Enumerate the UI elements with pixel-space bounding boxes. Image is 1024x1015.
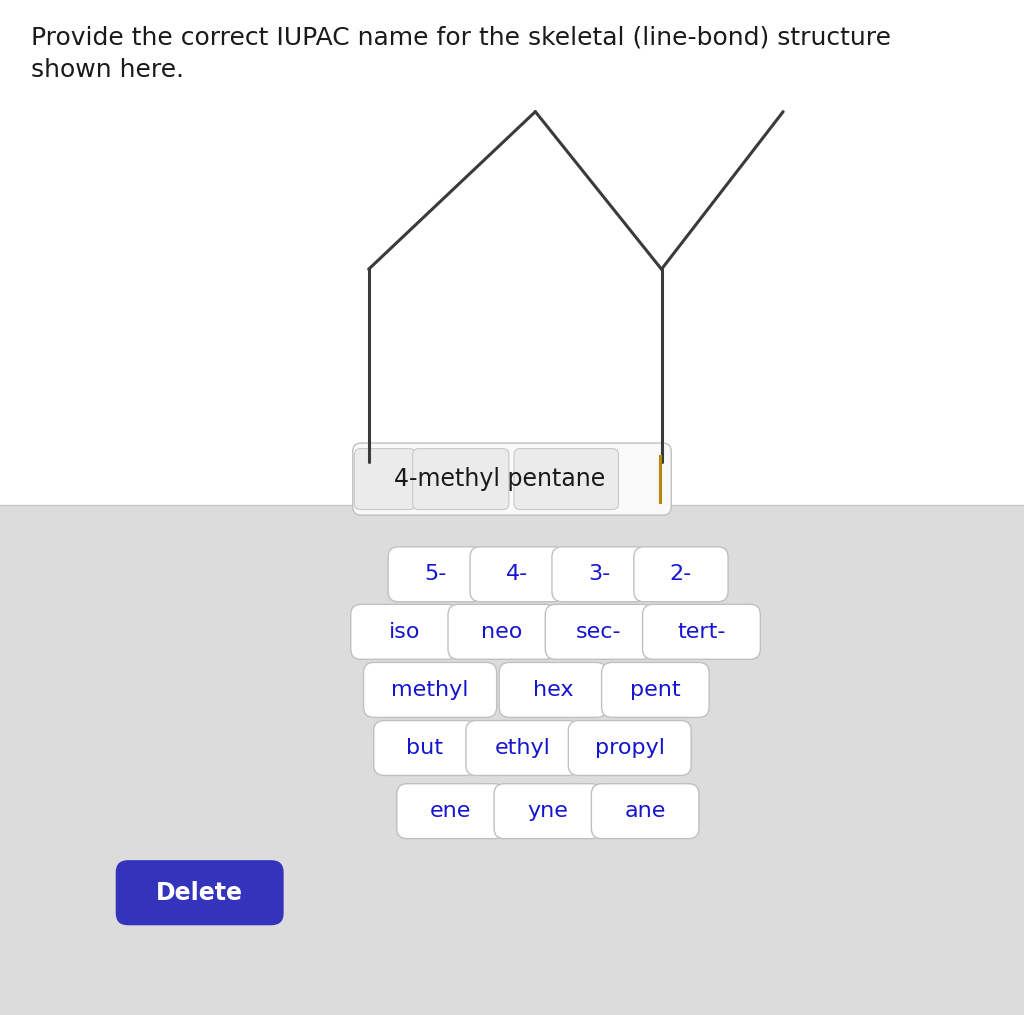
Text: neo: neo <box>481 622 522 641</box>
Text: sec-: sec- <box>577 622 622 641</box>
FancyBboxPatch shape <box>568 721 691 775</box>
FancyBboxPatch shape <box>449 604 555 660</box>
Text: ene: ene <box>430 801 471 821</box>
Text: 4-: 4- <box>506 564 528 585</box>
Text: ane: ane <box>625 801 666 821</box>
Text: 3-: 3- <box>588 564 610 585</box>
FancyBboxPatch shape <box>552 547 646 602</box>
Text: tert-: tert- <box>677 622 726 641</box>
FancyBboxPatch shape <box>388 547 482 602</box>
FancyBboxPatch shape <box>592 784 698 838</box>
Text: 5-: 5- <box>424 564 446 585</box>
Text: but: but <box>407 738 443 758</box>
FancyBboxPatch shape <box>602 663 709 718</box>
FancyBboxPatch shape <box>116 860 284 926</box>
Text: iso: iso <box>389 622 420 641</box>
FancyBboxPatch shape <box>466 721 579 775</box>
Text: 4-methyl pentane: 4-methyl pentane <box>394 467 605 491</box>
Text: yne: yne <box>527 801 568 821</box>
FancyBboxPatch shape <box>413 449 509 510</box>
Text: ethyl: ethyl <box>495 738 550 758</box>
Text: Provide the correct IUPAC name for the skeletal (line-bond) structure
shown here: Provide the correct IUPAC name for the s… <box>31 25 891 82</box>
FancyBboxPatch shape <box>350 604 459 660</box>
FancyBboxPatch shape <box>354 449 416 510</box>
Bar <box>0 505 1024 1015</box>
FancyBboxPatch shape <box>397 784 505 838</box>
FancyBboxPatch shape <box>364 663 497 718</box>
FancyBboxPatch shape <box>514 449 618 510</box>
Text: Delete: Delete <box>157 881 243 904</box>
Text: hex: hex <box>532 680 573 700</box>
Text: pent: pent <box>630 680 681 700</box>
Text: 2-: 2- <box>670 564 692 585</box>
FancyBboxPatch shape <box>495 784 602 838</box>
FancyBboxPatch shape <box>634 547 728 602</box>
FancyBboxPatch shape <box>470 547 564 602</box>
FancyBboxPatch shape <box>500 663 606 718</box>
FancyBboxPatch shape <box>374 721 476 775</box>
FancyBboxPatch shape <box>352 443 672 516</box>
FancyBboxPatch shape <box>643 604 760 660</box>
Text: methyl: methyl <box>391 680 469 700</box>
Text: propyl: propyl <box>595 738 665 758</box>
FancyBboxPatch shape <box>545 604 653 660</box>
